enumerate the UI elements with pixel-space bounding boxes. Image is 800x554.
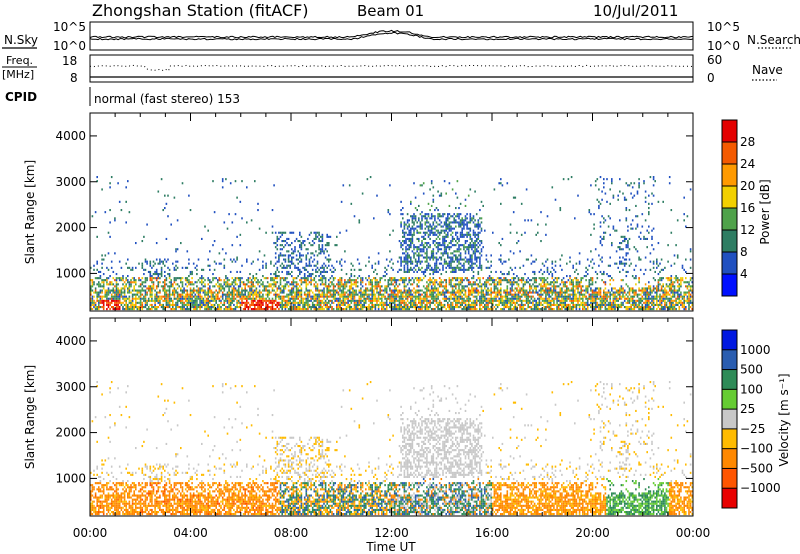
x-tick-label: 00:00 <box>676 526 711 540</box>
colorbar-tick-label: 500 <box>740 363 763 377</box>
date-label: 10/Jul/2011 <box>593 2 678 20</box>
x-tick-label: 16:00 <box>475 526 510 540</box>
colorbar-tick-label: 25 <box>740 402 755 416</box>
colorbar-tick-label: −1000 <box>740 481 781 495</box>
colorbar-tick-label: 4 <box>740 267 748 281</box>
colorbar-segment <box>722 488 737 509</box>
x-tick-label: 12:00 <box>374 526 409 540</box>
colorbar-segment <box>722 230 737 253</box>
colorbar-tick-label: 24 <box>740 157 755 171</box>
nave-series <box>89 64 694 72</box>
colorbar-segment <box>722 369 737 390</box>
velocity-colorbar: 1000 500 100 25 −25 −100 −500 −1000 <box>721 329 781 509</box>
y-tick-label: 3000 <box>55 175 86 189</box>
colorbar-tick-label: −25 <box>740 422 765 436</box>
colorbar-segment <box>722 409 737 430</box>
x-tick-label: 20:00 <box>575 526 610 540</box>
power-panel <box>89 112 694 312</box>
x-axis-label: Time UT <box>365 540 416 554</box>
velocity-panel <box>89 317 694 517</box>
nave-right-tick-bottom: 0 <box>707 71 715 85</box>
nave-label: Nave <box>752 63 783 77</box>
nave-right-tick-top: 60 <box>707 53 722 67</box>
colorbar-segment <box>722 468 737 489</box>
power-colorbar: 4 8 12 16 20 24 28 <box>721 119 755 297</box>
freq-left-tick-bottom: 8 <box>70 71 78 85</box>
freq-strip: Freq. [MHz] 18 8 60 0 Nave <box>2 53 783 85</box>
cpid-label: CPID <box>5 90 37 104</box>
colorbar-tick-label: 1000 <box>740 343 771 357</box>
colorbar-segment <box>722 164 737 187</box>
colorbar-segment <box>722 349 737 371</box>
y-tick-label: 4000 <box>55 334 86 348</box>
y-tick-label: 4000 <box>55 129 86 143</box>
nsky-series <box>89 29 694 39</box>
colorbar-segment <box>722 448 737 469</box>
nsky-right-tick-bottom: 10^0 <box>707 39 740 53</box>
colorbar-tick-label: 8 <box>740 245 748 259</box>
x-tick-label: 00:00 <box>73 526 108 540</box>
nsky-strip: N.Sky 10^5 10^0 10^5 10^0 N.Search <box>2 20 800 53</box>
y-tick-label: 1000 <box>55 266 86 280</box>
cpid-strip: CPID normal (fast stereo) 153 <box>5 87 240 106</box>
colorbar-tick-label: 12 <box>740 223 755 237</box>
freq-label: Freq. <box>6 54 33 67</box>
freq-unit: [MHz] <box>2 68 34 81</box>
x-tick-label: 04:00 <box>173 526 208 540</box>
power-cbar-label: Power [dB] <box>758 179 772 244</box>
velocity-heatmap <box>90 381 693 516</box>
colorbar-tick-label: 20 <box>740 179 755 193</box>
colorbar-tick-label: 100 <box>740 382 763 396</box>
colorbar-segment <box>722 208 737 231</box>
chart-title: Zhongshan Station (fitACF) <box>92 1 309 20</box>
colorbar-segment <box>722 330 737 351</box>
colorbar-segment <box>722 428 737 450</box>
colorbar-tick-label: 16 <box>740 201 755 215</box>
power-heatmap <box>90 176 693 311</box>
colorbar-segment <box>722 274 737 297</box>
velocity-cbar-label: Velocity [m s⁻¹] <box>777 373 791 466</box>
y-tick-label: 1000 <box>55 471 86 485</box>
y-tick-label: 3000 <box>55 380 86 394</box>
x-tick-label: 08:00 <box>274 526 309 540</box>
nsky-right-tick-top: 10^5 <box>707 20 740 34</box>
nsky-label: N.Sky <box>4 33 38 47</box>
nsearch-label: N.Search <box>747 33 800 47</box>
colorbar-segment <box>722 186 737 209</box>
nsky-left-tick-top: 10^5 <box>53 20 86 34</box>
colorbar-tick-label: −500 <box>740 461 773 475</box>
freq-left-tick-top: 18 <box>62 54 77 68</box>
y-tick-label: 2000 <box>55 426 86 440</box>
colorbar-segment <box>722 142 737 165</box>
colorbar-segment <box>722 389 737 410</box>
nsky-left-tick-bottom: 10^0 <box>53 39 86 53</box>
beam-label: Beam 01 <box>357 2 424 20</box>
colorbar-tick-label: 28 <box>740 135 755 149</box>
colorbar-tick-label: −100 <box>740 442 773 456</box>
cpid-mode: normal (fast stereo) 153 <box>94 92 240 106</box>
y-tick-label: 2000 <box>55 221 86 235</box>
colorbar-segment <box>722 252 737 275</box>
power-ylabel: Slant Range [km] <box>23 160 37 264</box>
colorbar-segment <box>722 120 737 143</box>
velocity-ylabel: Slant Range [km] <box>23 365 37 469</box>
nsearch-series <box>89 31 694 41</box>
